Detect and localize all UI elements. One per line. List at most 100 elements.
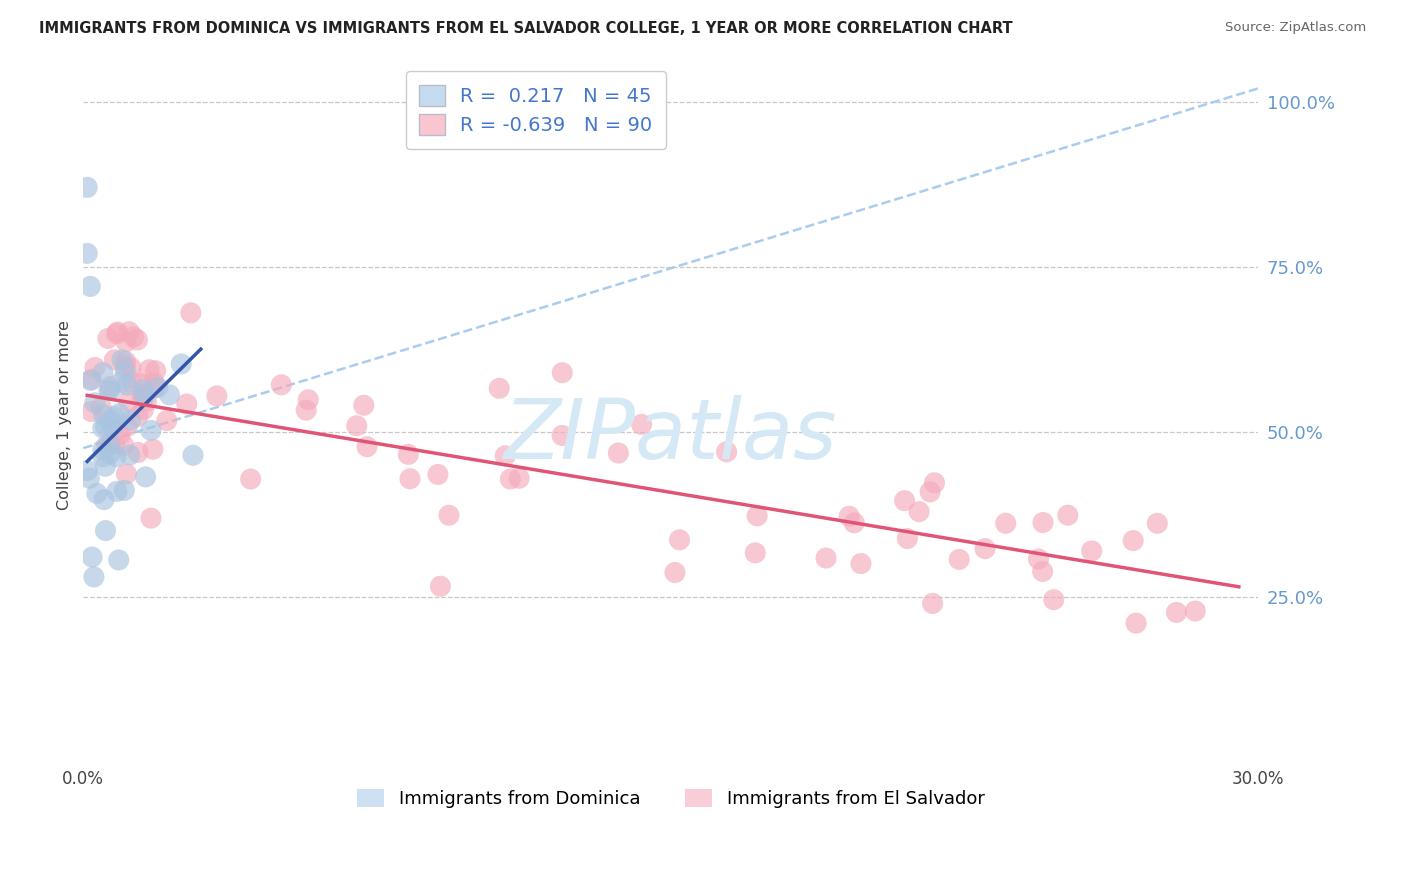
Point: [90, 401, 112, 415]
Point: [146, 380, 169, 394]
Text: IMMIGRANTS FROM DOMINICA VS IMMIGRANTS FROM EL SALVADOR COLLEGE, 1 YEAR OR MORE : IMMIGRANTS FROM DOMINICA VS IMMIGRANTS F…: [39, 21, 1012, 37]
Point: [135, 394, 157, 409]
Point: [94, 459, 117, 474]
Point: [91, 450, 114, 464]
Point: [80, 404, 103, 418]
Point: [111, 352, 134, 367]
Point: [117, 378, 139, 392]
Point: [920, 484, 942, 499]
Point: [112, 438, 135, 452]
Point: [79, 471, 101, 485]
Point: [91, 421, 114, 435]
Point: [108, 427, 131, 442]
Point: [488, 381, 510, 395]
Point: [551, 428, 574, 442]
Point: [142, 442, 165, 457]
Point: [399, 472, 422, 486]
Point: [1184, 604, 1206, 618]
Point: [142, 376, 165, 390]
Point: [110, 375, 132, 389]
Point: [79, 279, 101, 293]
Point: [94, 419, 117, 434]
Point: [115, 467, 138, 481]
Point: [974, 541, 997, 556]
Point: [118, 448, 141, 462]
Point: [908, 505, 931, 519]
Point: [117, 393, 139, 408]
Point: [98, 384, 121, 398]
Point: [1032, 516, 1054, 530]
Point: [93, 408, 115, 422]
Point: [139, 423, 162, 437]
Point: [551, 366, 574, 380]
Point: [494, 449, 516, 463]
Point: [239, 472, 262, 486]
Point: [1122, 533, 1144, 548]
Point: [176, 397, 198, 411]
Point: [896, 532, 918, 546]
Point: [86, 486, 108, 500]
Point: [114, 359, 136, 374]
Point: [107, 553, 129, 567]
Point: [93, 492, 115, 507]
Point: [118, 325, 141, 339]
Y-axis label: College, 1 year or more: College, 1 year or more: [58, 320, 72, 510]
Point: [84, 360, 107, 375]
Point: [105, 326, 128, 341]
Point: [120, 413, 142, 427]
Point: [97, 331, 120, 345]
Point: [607, 446, 630, 460]
Point: [297, 392, 319, 407]
Point: [108, 407, 131, 421]
Point: [747, 508, 769, 523]
Point: [127, 333, 149, 347]
Point: [96, 438, 118, 452]
Point: [139, 511, 162, 525]
Text: Source: ZipAtlas.com: Source: ZipAtlas.com: [1226, 21, 1367, 35]
Point: [1125, 616, 1147, 631]
Point: [105, 484, 128, 499]
Point: [499, 472, 522, 486]
Point: [426, 467, 449, 482]
Point: [1056, 508, 1078, 523]
Point: [122, 330, 145, 344]
Point: [844, 516, 866, 530]
Point: [83, 396, 105, 410]
Point: [112, 483, 135, 498]
Point: [159, 388, 181, 402]
Point: [101, 420, 124, 434]
Point: [156, 413, 179, 427]
Point: [630, 417, 652, 432]
Point: [396, 447, 419, 461]
Point: [91, 366, 114, 380]
Point: [120, 360, 142, 375]
Point: [76, 464, 98, 478]
Point: [129, 376, 152, 391]
Point: [131, 391, 153, 405]
Point: [132, 383, 155, 397]
Point: [80, 372, 103, 386]
Point: [838, 509, 860, 524]
Point: [668, 533, 690, 547]
Point: [664, 566, 686, 580]
Point: [80, 373, 103, 387]
Point: [429, 579, 451, 593]
Point: [1042, 592, 1064, 607]
Point: [98, 447, 121, 461]
Point: [94, 524, 117, 538]
Point: [80, 550, 103, 565]
Point: [893, 493, 915, 508]
Point: [132, 402, 155, 417]
Point: [744, 546, 766, 560]
Point: [181, 448, 204, 462]
Point: [114, 364, 136, 378]
Point: [921, 597, 943, 611]
Point: [76, 180, 98, 194]
Point: [114, 354, 136, 368]
Point: [143, 381, 166, 395]
Point: [849, 557, 872, 571]
Point: [1146, 516, 1168, 531]
Point: [115, 334, 138, 349]
Point: [100, 413, 122, 427]
Point: [180, 306, 202, 320]
